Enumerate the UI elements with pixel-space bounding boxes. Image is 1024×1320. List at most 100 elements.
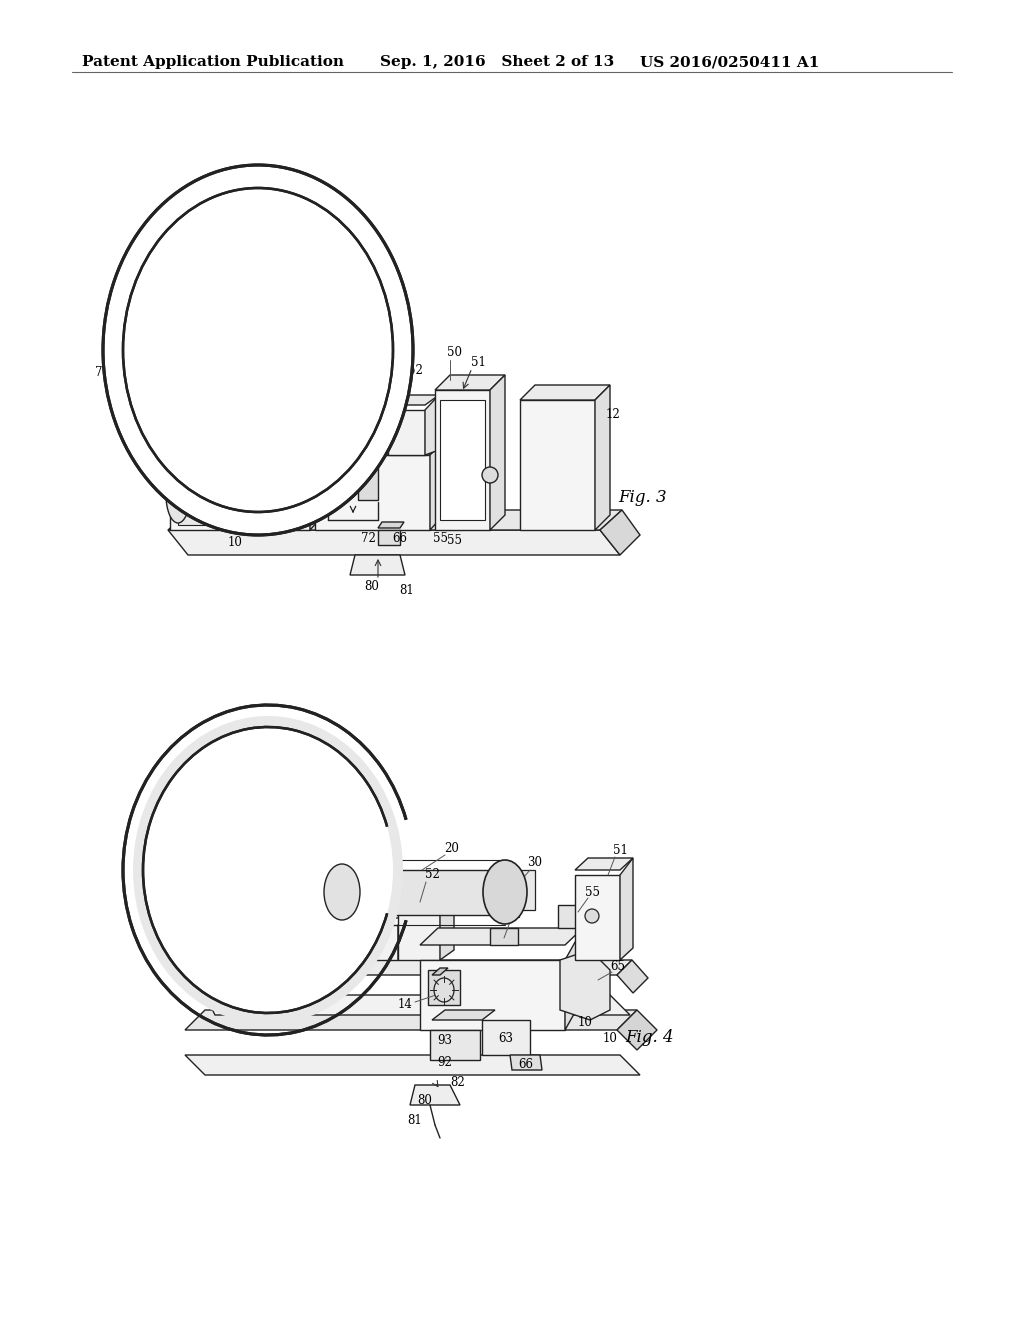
Polygon shape [428,970,460,1005]
Ellipse shape [434,978,454,1002]
Text: 63: 63 [499,1031,513,1044]
Text: 10: 10 [602,1031,617,1044]
Polygon shape [328,940,360,960]
Polygon shape [378,531,400,545]
Polygon shape [168,510,622,531]
Ellipse shape [133,715,403,1024]
Text: 92: 92 [437,1056,453,1068]
Text: 51: 51 [471,355,485,368]
Polygon shape [315,455,430,531]
Text: 65: 65 [610,960,626,973]
Polygon shape [348,405,399,414]
Ellipse shape [123,187,393,512]
Polygon shape [435,375,505,389]
Text: 93: 93 [437,1034,453,1047]
Polygon shape [560,950,610,1020]
Text: 20: 20 [444,842,460,854]
Text: 53: 53 [366,371,381,384]
Polygon shape [490,375,505,531]
Text: 80: 80 [418,1093,432,1106]
Text: 14: 14 [397,998,413,1011]
Polygon shape [600,510,640,554]
Text: 53: 53 [384,875,399,888]
Polygon shape [318,438,345,455]
Polygon shape [435,389,490,531]
Polygon shape [205,995,630,1015]
Polygon shape [440,890,454,960]
Polygon shape [168,531,620,554]
Ellipse shape [143,727,393,1012]
Polygon shape [432,1010,495,1020]
Polygon shape [205,960,632,975]
Polygon shape [388,411,425,455]
Polygon shape [340,870,505,915]
Polygon shape [520,400,595,531]
Text: 71: 71 [158,921,172,935]
Ellipse shape [585,909,599,923]
Text: 10: 10 [227,536,243,549]
Text: 64: 64 [507,908,521,921]
Text: 66: 66 [518,1059,534,1072]
Text: 55: 55 [586,886,600,899]
Polygon shape [310,438,328,531]
Text: 72: 72 [325,396,339,409]
Polygon shape [575,858,633,870]
Text: Sep. 1, 2016   Sheet 2 of 13: Sep. 1, 2016 Sheet 2 of 13 [380,55,614,69]
Text: 10: 10 [578,1015,593,1028]
Polygon shape [410,1085,460,1105]
Text: 66: 66 [392,532,408,544]
Ellipse shape [123,187,393,512]
Polygon shape [575,875,620,960]
Polygon shape [398,908,410,960]
Polygon shape [595,385,610,531]
Polygon shape [178,465,295,525]
Text: 55: 55 [432,532,447,544]
Text: 12: 12 [605,408,621,421]
Polygon shape [490,928,518,945]
Polygon shape [510,1055,542,1071]
Polygon shape [318,420,357,430]
Polygon shape [500,870,535,909]
Polygon shape [360,925,398,960]
Polygon shape [315,438,449,455]
Text: 80: 80 [365,581,380,594]
Text: 81: 81 [408,1114,422,1126]
Polygon shape [520,385,610,400]
Ellipse shape [324,865,360,920]
Text: 82: 82 [451,1076,465,1089]
Polygon shape [185,1055,640,1074]
Text: Fig. 4: Fig. 4 [625,1030,674,1047]
Text: 81: 81 [399,583,415,597]
Polygon shape [420,960,565,1030]
Polygon shape [398,909,440,960]
Polygon shape [558,906,590,928]
Polygon shape [617,1010,657,1049]
Polygon shape [348,420,385,455]
Polygon shape [345,420,357,455]
Text: 55: 55 [447,533,463,546]
Polygon shape [220,850,285,954]
Polygon shape [328,459,348,500]
Text: 30: 30 [527,857,543,870]
Polygon shape [170,455,310,531]
Text: Fig. 3: Fig. 3 [618,488,667,506]
Text: 52: 52 [425,869,439,882]
Text: 52: 52 [408,364,423,378]
Polygon shape [388,395,439,405]
Polygon shape [398,890,454,902]
Polygon shape [425,395,439,455]
Ellipse shape [113,176,403,524]
Polygon shape [385,405,399,455]
Text: 72: 72 [333,894,347,907]
Polygon shape [220,940,340,954]
Ellipse shape [482,467,498,483]
Polygon shape [360,908,410,917]
Polygon shape [185,1010,637,1030]
Polygon shape [328,921,370,932]
Text: Patent Application Publication: Patent Application Publication [82,55,344,69]
Polygon shape [565,928,583,1030]
Polygon shape [432,968,449,975]
Polygon shape [420,928,583,945]
Polygon shape [440,400,485,520]
Ellipse shape [166,467,190,523]
